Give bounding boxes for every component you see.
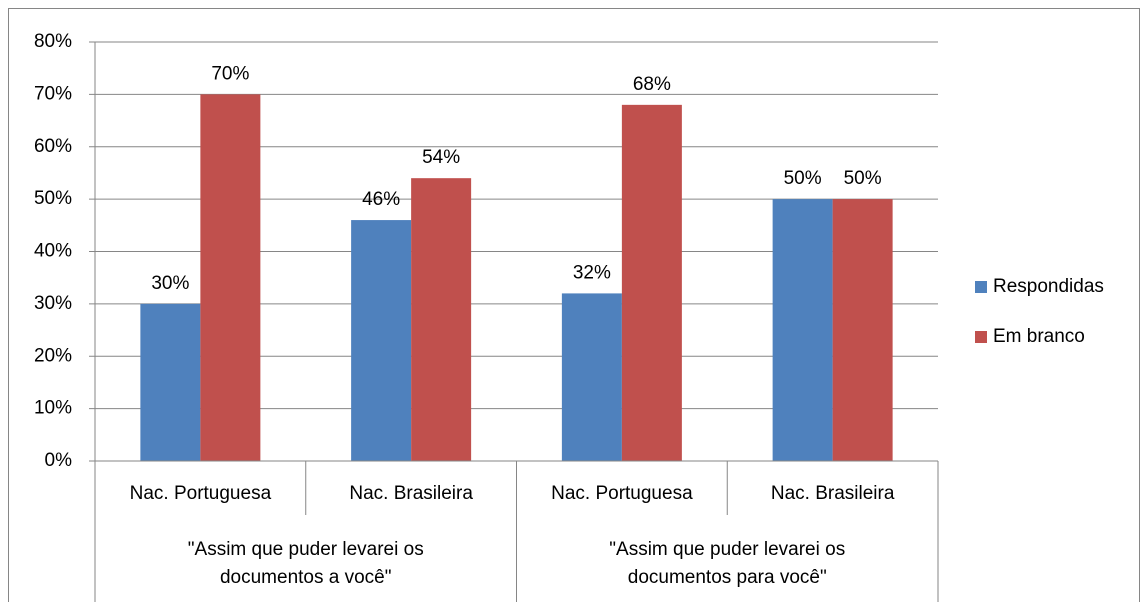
bar bbox=[832, 199, 893, 461]
data-label: 68% bbox=[633, 74, 671, 95]
legend-label: Respondidas bbox=[993, 276, 1104, 297]
y-tick-label: 50% bbox=[34, 188, 72, 209]
chart-border bbox=[8, 8, 1140, 602]
data-label: 46% bbox=[362, 189, 400, 210]
bar bbox=[411, 178, 472, 462]
y-tick-label: 60% bbox=[34, 136, 72, 157]
y-tick-label: 30% bbox=[34, 293, 72, 314]
x-tick-label: Nac. Portuguesa bbox=[551, 483, 693, 504]
y-tick-label: 10% bbox=[34, 398, 72, 419]
bar bbox=[351, 220, 412, 461]
legend-swatch bbox=[975, 331, 987, 343]
y-tick-label: 0% bbox=[45, 450, 73, 471]
bar bbox=[621, 104, 682, 461]
data-label: 30% bbox=[151, 273, 189, 294]
legend-label: Em branco bbox=[993, 326, 1085, 347]
data-label: 70% bbox=[211, 63, 249, 84]
x-tick-label: Nac. Brasileira bbox=[771, 483, 895, 504]
data-label: 54% bbox=[422, 147, 460, 168]
y-tick-label: 20% bbox=[34, 345, 72, 366]
y-tick-label: 80% bbox=[34, 31, 72, 52]
bar bbox=[200, 94, 261, 461]
group-label: "Assim que puder levarei os documentos a… bbox=[187, 539, 424, 588]
data-label: 50% bbox=[784, 168, 822, 189]
x-tick-label: Nac. Brasileira bbox=[349, 483, 473, 504]
y-tick-label: 70% bbox=[34, 83, 72, 104]
group-label: "Assim que puder levarei os documentos p… bbox=[609, 539, 846, 588]
data-label: 32% bbox=[573, 262, 611, 283]
bar bbox=[561, 293, 622, 461]
x-tick-label: Nac. Portuguesa bbox=[130, 483, 272, 504]
legend-swatch bbox=[975, 281, 987, 293]
bar bbox=[140, 303, 201, 461]
y-tick-label: 40% bbox=[34, 241, 72, 262]
bar bbox=[772, 199, 833, 461]
data-label: 50% bbox=[844, 168, 882, 189]
